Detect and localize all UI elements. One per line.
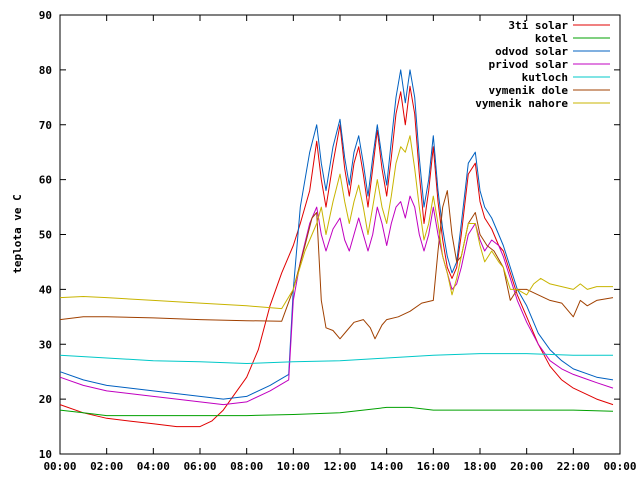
legend-label: privod solar xyxy=(489,58,569,71)
x-tick-label: 00:00 xyxy=(603,460,636,473)
x-tick-label: 02:00 xyxy=(90,460,123,473)
series-line-kotel xyxy=(59,406,614,417)
x-tick-label: 06:00 xyxy=(183,460,216,473)
y-tick-label: 40 xyxy=(39,283,52,296)
series-line-kutloch xyxy=(59,353,613,364)
x-axis: 00:00 02:00 04:00 06:00 08:00 10:00 12:00 14:00… xyxy=(43,15,637,473)
legend-label: odvod solar xyxy=(495,45,568,58)
y-tick-label: 60 xyxy=(39,174,52,187)
legend-label: 3ti solar xyxy=(508,19,568,32)
y-tick-label: 50 xyxy=(39,229,52,242)
x-tick-label: 16:00 xyxy=(417,460,450,473)
legend-label: vymenik nahore xyxy=(475,97,568,110)
x-tick-label: 22:00 xyxy=(557,460,590,473)
series-line-vymenik-dole xyxy=(59,190,614,340)
y-tick-label: 90 xyxy=(39,9,52,22)
y-tick-label: 30 xyxy=(39,338,52,351)
y-tick-label: 80 xyxy=(39,64,52,77)
y-axis-label: teplota ve C xyxy=(11,194,24,273)
legend-label: kotel xyxy=(535,32,568,45)
y-tick-label: 20 xyxy=(39,393,52,406)
series-layer xyxy=(59,69,614,428)
x-tick-label: 12:00 xyxy=(323,460,356,473)
series-line-privod-solar xyxy=(59,195,614,406)
x-tick-label: 18:00 xyxy=(463,460,496,473)
y-tick-label: 10 xyxy=(39,448,52,461)
legend-label: vymenik dole xyxy=(489,84,569,97)
y-axis: 10 20 30 40 50 60 70 80 90 xyxy=(39,9,620,461)
x-tick-label: 08:00 xyxy=(230,460,263,473)
series-line-vymenik-nahore xyxy=(59,135,613,310)
legend-label: kutloch xyxy=(522,71,568,84)
x-tick-label: 00:00 xyxy=(43,460,76,473)
y-tick-label: 70 xyxy=(39,119,52,132)
x-tick-label: 04:00 xyxy=(137,460,170,473)
x-tick-label: 10:00 xyxy=(277,460,310,473)
x-tick-label: 14:00 xyxy=(370,460,403,473)
x-tick-label: 20:00 xyxy=(510,460,543,473)
